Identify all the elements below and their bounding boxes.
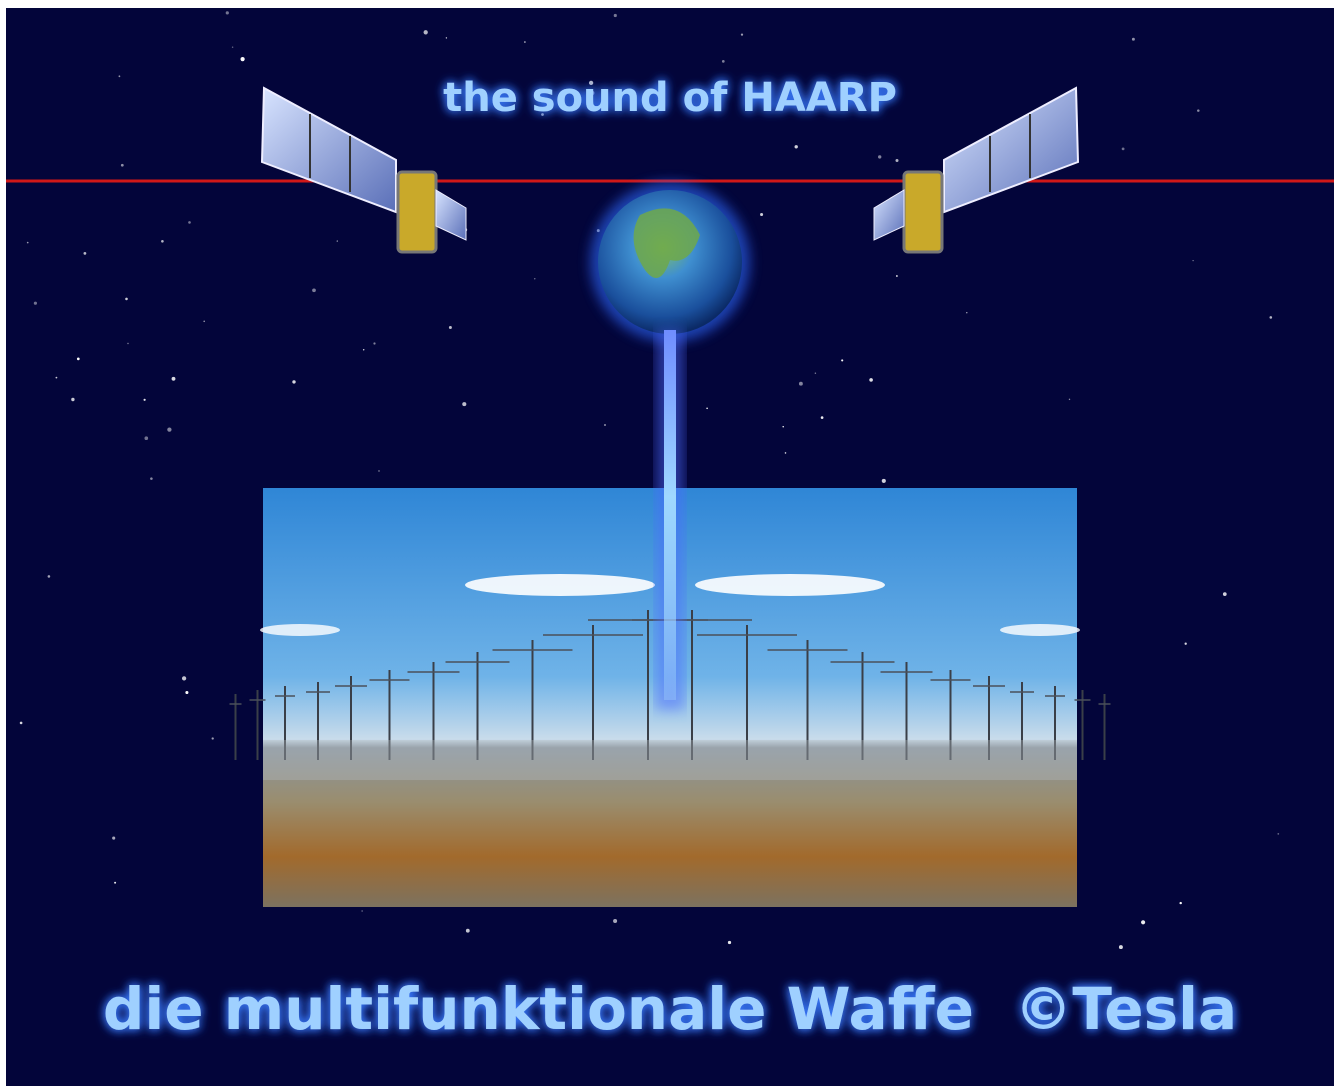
star <box>1223 592 1227 596</box>
star <box>144 399 146 401</box>
star <box>614 14 617 17</box>
star <box>869 378 873 382</box>
star <box>896 275 898 277</box>
star <box>741 33 743 35</box>
star <box>71 398 74 401</box>
star <box>878 155 881 158</box>
star <box>56 377 58 379</box>
star <box>760 213 763 216</box>
star <box>613 919 617 923</box>
fence <box>263 740 1077 780</box>
star <box>821 416 824 419</box>
star <box>722 60 725 63</box>
star <box>144 436 148 440</box>
star <box>896 159 899 162</box>
star <box>337 240 338 241</box>
star <box>182 676 186 680</box>
star <box>212 737 214 739</box>
star <box>20 722 23 725</box>
star <box>706 408 708 410</box>
star <box>1179 902 1181 904</box>
star <box>27 242 29 244</box>
star <box>292 380 295 383</box>
star <box>1277 833 1279 835</box>
star <box>172 377 176 381</box>
star <box>127 343 128 344</box>
star <box>203 321 205 323</box>
star <box>1141 920 1145 924</box>
star <box>815 372 816 373</box>
star <box>841 359 843 361</box>
star <box>378 470 379 471</box>
star <box>161 240 164 243</box>
star <box>1132 38 1135 41</box>
star <box>604 424 606 426</box>
caption: die multifunktionale Waffe ©Tesla <box>103 975 1237 1043</box>
star <box>449 326 452 329</box>
star <box>167 427 171 431</box>
star <box>1122 148 1125 151</box>
star <box>1069 399 1070 400</box>
star <box>446 37 447 38</box>
star <box>150 477 153 480</box>
star <box>114 882 116 884</box>
star <box>34 302 37 305</box>
star <box>188 221 191 224</box>
star <box>966 312 967 313</box>
star <box>466 929 470 933</box>
star <box>48 575 51 578</box>
star <box>241 57 245 61</box>
star <box>312 288 316 292</box>
star <box>125 298 128 301</box>
star <box>534 278 535 279</box>
title: the sound of HAARP <box>443 75 897 121</box>
star <box>795 145 798 148</box>
star <box>361 910 362 911</box>
star <box>1119 945 1123 949</box>
star <box>119 75 121 77</box>
star <box>185 691 188 694</box>
star <box>112 837 115 840</box>
star <box>84 252 87 255</box>
star <box>1185 643 1187 645</box>
star <box>1270 316 1273 319</box>
star <box>373 342 375 344</box>
star <box>882 479 886 483</box>
star <box>77 358 80 361</box>
star <box>424 30 428 34</box>
star <box>1192 260 1193 261</box>
star <box>782 426 783 427</box>
beam <box>664 330 676 700</box>
star <box>728 941 731 944</box>
star <box>1197 109 1200 112</box>
poster: the sound of HAARP die multifunktionale … <box>0 0 1340 1090</box>
star <box>121 164 124 167</box>
page: the sound of HAARP die multifunktionale … <box>0 0 1340 1090</box>
star <box>363 349 364 350</box>
star <box>524 41 526 43</box>
star <box>799 382 803 386</box>
star <box>232 46 233 47</box>
star <box>226 11 229 14</box>
star <box>462 402 466 406</box>
star <box>785 452 787 454</box>
